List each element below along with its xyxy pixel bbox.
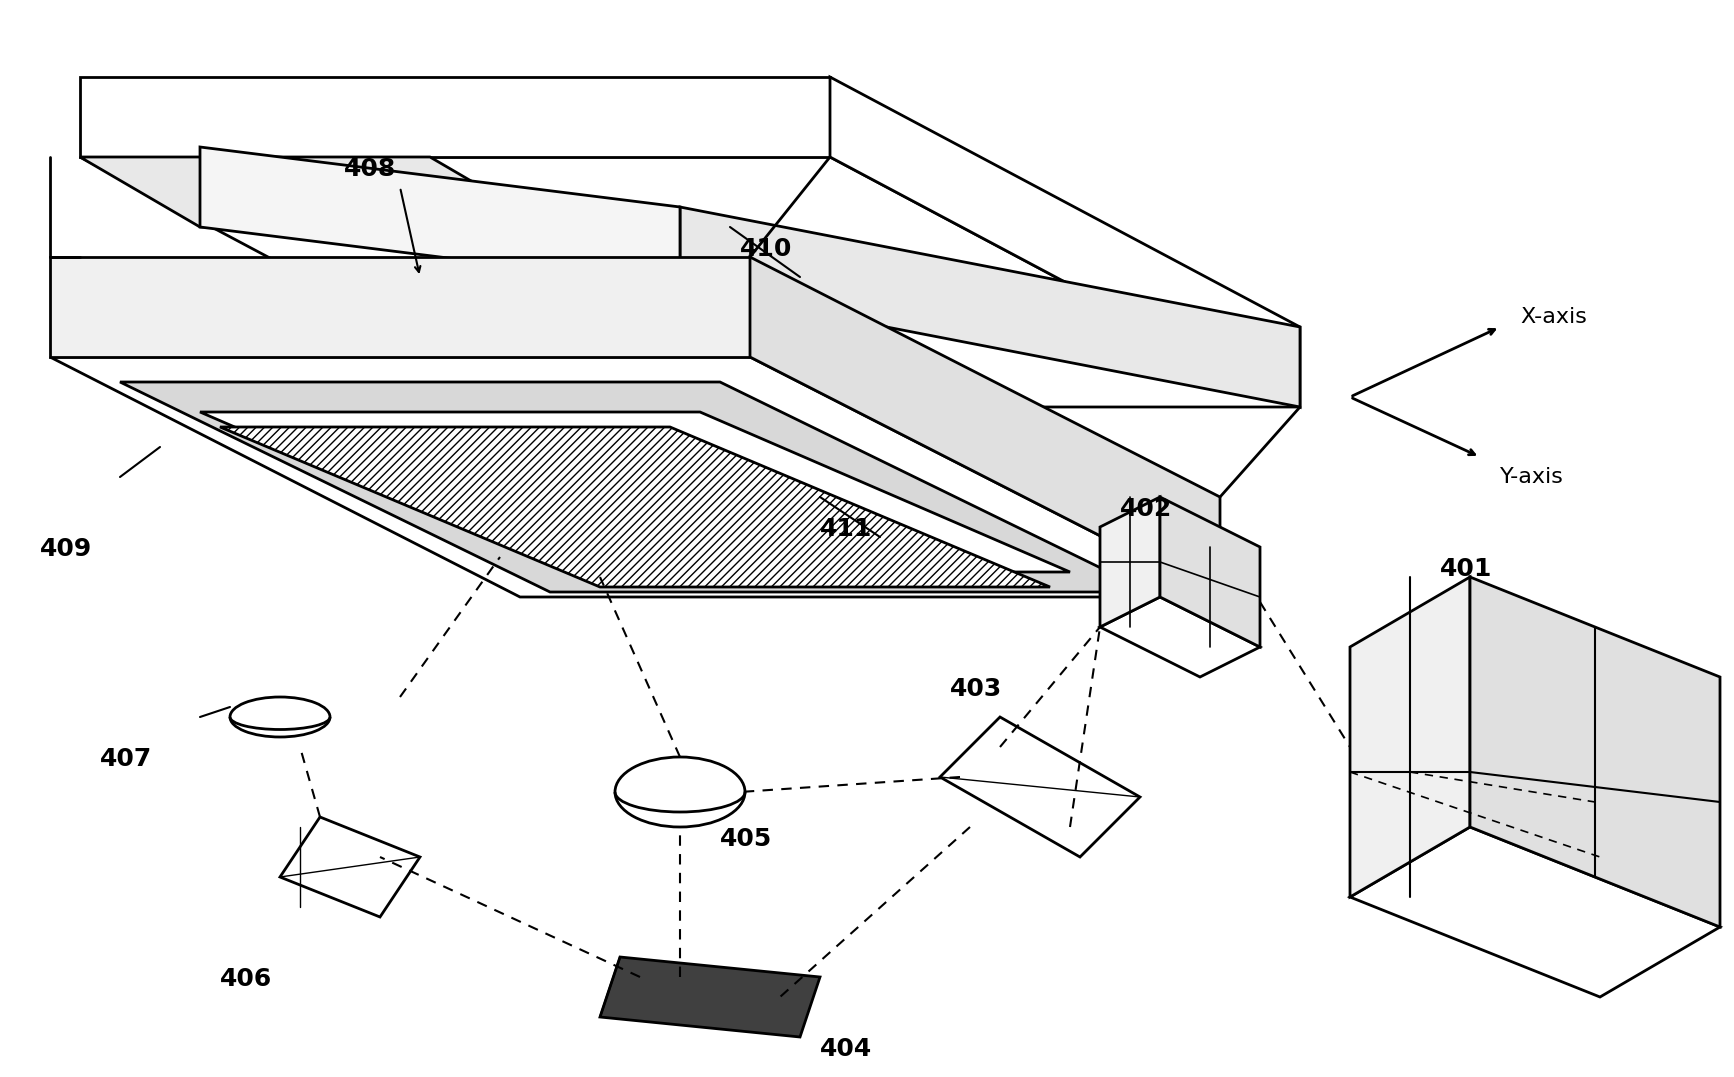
Text: 401: 401 xyxy=(1439,557,1493,581)
Ellipse shape xyxy=(616,757,746,827)
Polygon shape xyxy=(199,146,680,286)
Polygon shape xyxy=(1470,577,1720,927)
Polygon shape xyxy=(199,412,1070,572)
Text: 408: 408 xyxy=(343,157,395,181)
Polygon shape xyxy=(50,257,751,356)
Polygon shape xyxy=(1099,597,1261,677)
Polygon shape xyxy=(940,717,1139,857)
Text: Y-axis: Y-axis xyxy=(1500,467,1564,487)
Polygon shape xyxy=(1351,827,1720,997)
Polygon shape xyxy=(1160,496,1261,647)
Polygon shape xyxy=(120,382,1150,592)
Polygon shape xyxy=(80,157,550,227)
Polygon shape xyxy=(279,817,420,917)
Text: 403: 403 xyxy=(950,677,1002,701)
Text: 402: 402 xyxy=(1120,496,1172,521)
Polygon shape xyxy=(680,207,1300,407)
Polygon shape xyxy=(600,957,820,1037)
Polygon shape xyxy=(1099,496,1160,627)
Text: 404: 404 xyxy=(820,1037,872,1061)
Text: 407: 407 xyxy=(101,747,153,771)
Text: 409: 409 xyxy=(40,537,92,561)
Polygon shape xyxy=(751,257,1221,597)
Polygon shape xyxy=(80,157,1300,407)
Polygon shape xyxy=(220,426,1051,587)
Text: X-axis: X-axis xyxy=(1521,307,1587,327)
Text: 406: 406 xyxy=(220,967,272,991)
Ellipse shape xyxy=(231,697,329,737)
Text: 405: 405 xyxy=(720,827,772,851)
Polygon shape xyxy=(1351,577,1470,897)
Polygon shape xyxy=(80,76,831,157)
Text: 410: 410 xyxy=(740,237,792,261)
Polygon shape xyxy=(831,76,1300,407)
Text: 411: 411 xyxy=(820,517,872,541)
Polygon shape xyxy=(50,356,1221,597)
